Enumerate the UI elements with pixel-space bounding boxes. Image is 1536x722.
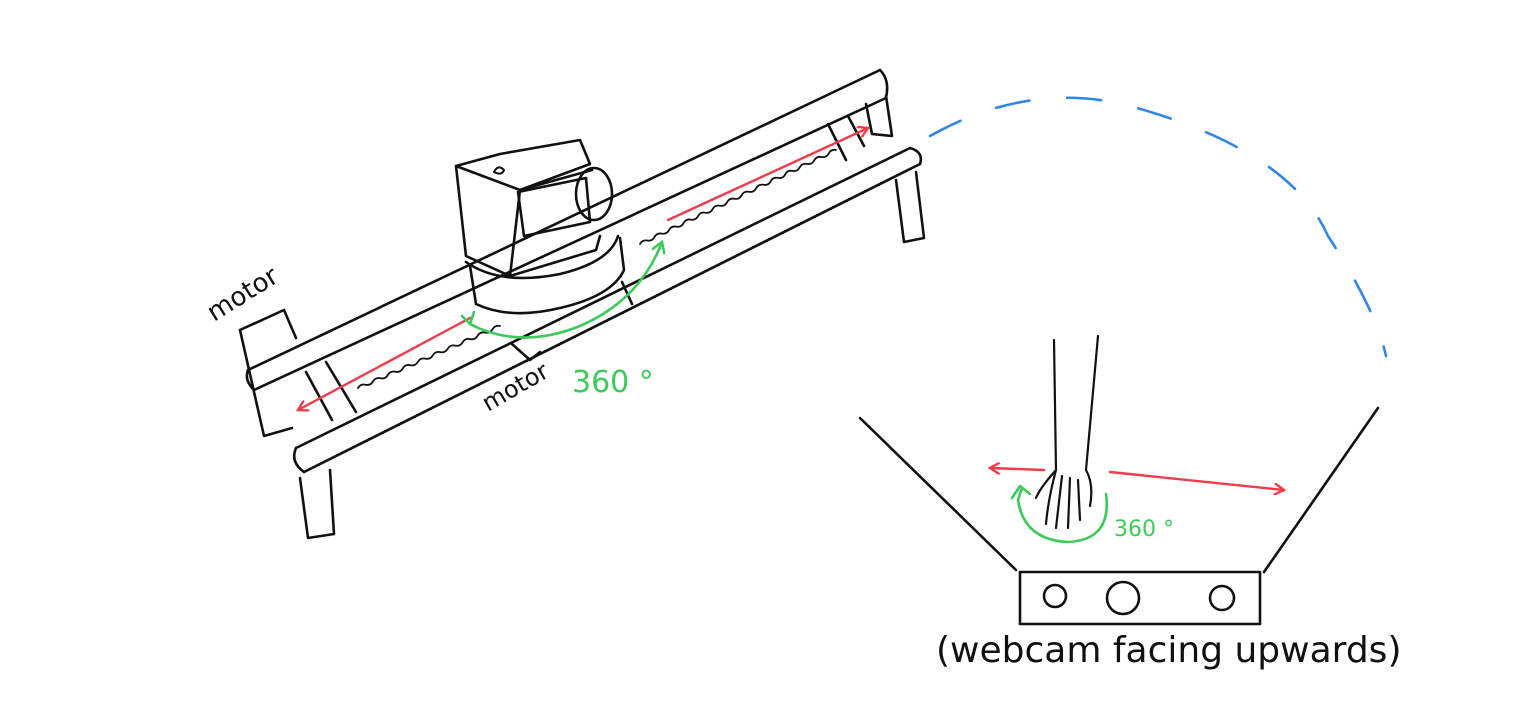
hand-rotation-arrow-head	[1010, 484, 1032, 500]
webcam-sensor-right-icon	[1208, 584, 1236, 612]
mapping-trajectory	[928, 96, 1388, 358]
camera-rotation-label: 360 °	[572, 365, 654, 400]
webcam-setup: 360 ° (webcam facing upwards)	[858, 334, 1402, 671]
webcam-lens-icon	[1105, 580, 1141, 616]
hand-motion-arrows	[990, 468, 1284, 490]
webcam-caption: (webcam facing upwards)	[936, 630, 1402, 671]
camera-slider-rig: motor motor 360 °	[202, 68, 926, 540]
camera-body	[454, 138, 602, 278]
motor-label-left: motor	[202, 261, 284, 328]
back-rail	[245, 68, 889, 392]
threaded-rod	[357, 148, 837, 389]
webcam-sensor-left-icon	[1042, 583, 1068, 609]
hand-icon	[1034, 334, 1100, 530]
camera-rotation-arrow-tail	[460, 310, 476, 326]
motor-block-left	[238, 308, 298, 438]
rail-legs	[298, 94, 926, 540]
hand-rotation-label: 360 °	[1114, 517, 1174, 542]
camera-lens-icon	[516, 166, 614, 238]
linear-motion-arrows	[298, 128, 868, 410]
camera-rotation-arrow	[468, 242, 662, 339]
webcam-device	[1018, 570, 1262, 626]
hand-rotation-arrow	[1016, 486, 1109, 544]
front-rail	[292, 146, 923, 474]
pan-tilt-base	[464, 234, 626, 315]
webcam-view-cone	[858, 406, 1380, 574]
